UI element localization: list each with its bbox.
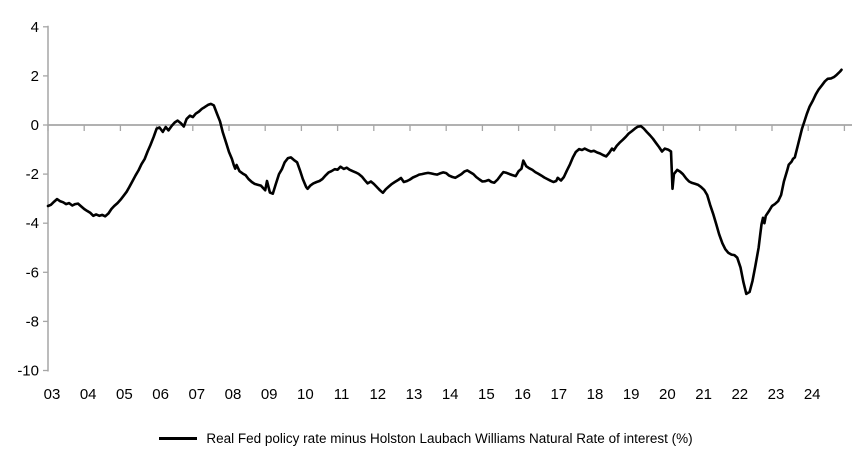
x-axis-label: 05 [116, 386, 133, 403]
x-axis-label: 18 [587, 386, 604, 403]
x-axis-label: 11 [334, 386, 350, 403]
y-axis-label: 2 [31, 68, 39, 85]
x-axis-label: 19 [623, 386, 640, 403]
y-axis-label: -4 [26, 215, 39, 232]
legend-line-swatch [159, 436, 198, 440]
x-axis-label: 07 [188, 386, 205, 403]
x-axis-label: 15 [478, 386, 495, 403]
y-axis-label: -8 [26, 313, 39, 330]
y-axis-label: -6 [26, 264, 39, 281]
x-axis-label: 22 [731, 386, 748, 403]
x-axis-label: 21 [695, 386, 712, 403]
y-axis-label: 4 [31, 19, 39, 36]
x-axis-label: 14 [442, 386, 459, 403]
x-axis-label: 13 [406, 386, 423, 403]
y-axis-label: 0 [31, 117, 39, 134]
x-axis-label: 23 [768, 386, 785, 403]
legend: Real Fed policy rate minus Holston Lauba… [0, 426, 852, 450]
y-axis-label: -2 [26, 166, 39, 183]
x-axis-label: 12 [369, 386, 386, 403]
legend-label: Real Fed policy rate minus Holston Lauba… [206, 430, 693, 446]
x-axis-label: 17 [550, 386, 567, 403]
y-axis-label: -10 [17, 363, 39, 380]
x-axis-label: 08 [225, 386, 242, 403]
x-axis-label: 06 [152, 386, 169, 403]
x-axis-label: 10 [297, 386, 314, 403]
x-axis-label: 03 [44, 386, 61, 403]
series-line [46, 68, 843, 296]
x-axis-label: 04 [80, 386, 97, 403]
x-axis-label: 16 [514, 386, 531, 403]
x-axis-label: 09 [261, 386, 278, 403]
x-axis-label: 20 [659, 386, 676, 403]
x-axis-label: 24 [804, 386, 821, 403]
